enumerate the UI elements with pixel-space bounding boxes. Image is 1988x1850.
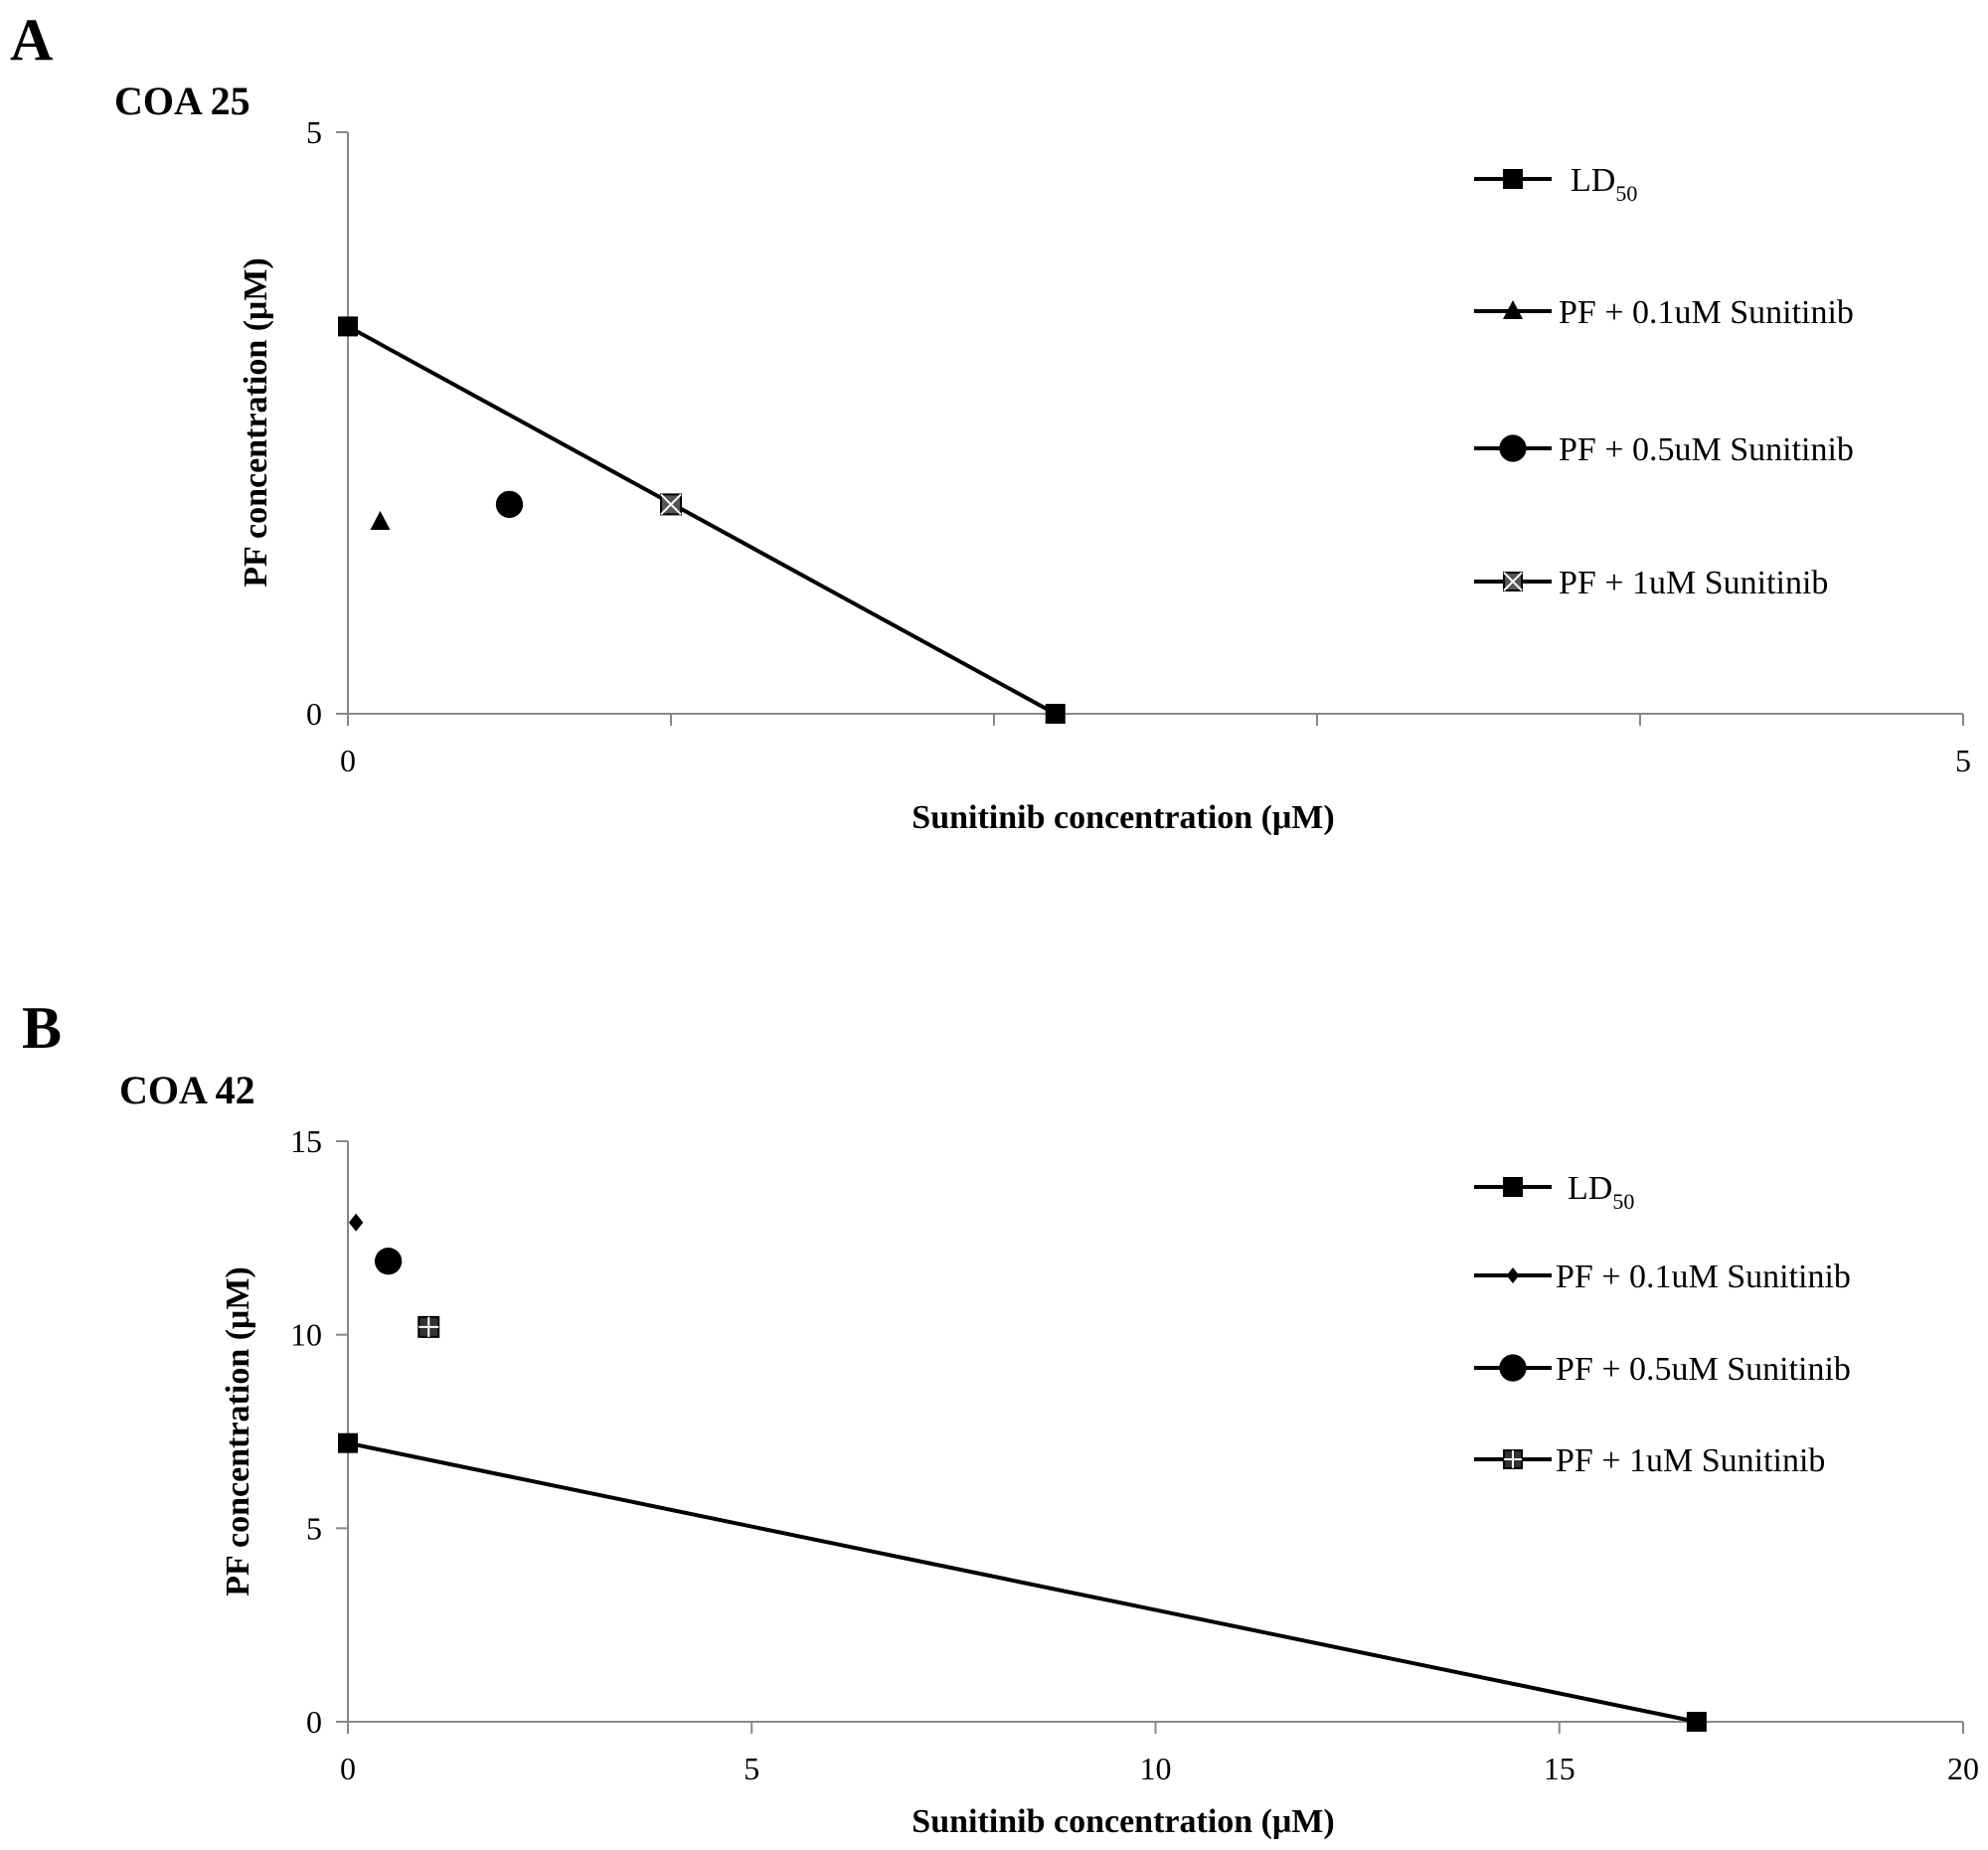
legend-marker: [1503, 169, 1523, 189]
data-point: [370, 510, 391, 530]
series-line: [347, 1440, 1698, 1724]
legend-label: PF + 1uM Sunitinib: [1559, 565, 1828, 601]
legend-label: PF + 0.1uM Sunitinib: [1559, 294, 1854, 331]
series-2: [495, 490, 524, 519]
series-line: [347, 324, 1057, 716]
data-point: [660, 493, 682, 516]
panel-b: B COA 42 0 5 10 15 20 0 5 10 15 Sunitinib concent…: [22, 995, 1979, 1840]
legend-marker: [1503, 300, 1523, 319]
data-point: [348, 1213, 364, 1232]
legend-entry-2: PF + 0.5uM Sunitinib: [1474, 1351, 1851, 1388]
series-3: [417, 1315, 440, 1338]
y-axis-label: PF concentration (μM): [220, 1266, 256, 1596]
legend-label: LD50: [1568, 1170, 1634, 1214]
legend-entry-1: PF + 0.1uM Sunitinib: [1474, 1259, 1851, 1295]
data-point: [338, 1432, 358, 1453]
y-tick-label: 0: [306, 696, 322, 732]
panel-letter-b: B: [22, 995, 62, 1061]
series-3: [660, 493, 682, 516]
y-tick-label: 5: [306, 114, 322, 150]
legend-subscript: 50: [1612, 1189, 1634, 1214]
x-tick-label: 0: [340, 1751, 356, 1786]
x-axis-label: Sunitinib concentration (μM): [911, 799, 1334, 836]
x-tick-label: 10: [1140, 1751, 1172, 1786]
series-1: [370, 510, 391, 530]
x-tick-label: 5: [1955, 743, 1971, 778]
series-0: [338, 316, 1066, 724]
marker-cross-b: [1503, 572, 1523, 591]
chart-title-b: COA 42: [119, 1068, 255, 1112]
x-axis-label: Sunitinib concentration (μM): [911, 1803, 1334, 1840]
data-point: [495, 490, 524, 519]
x-tick-label: 20: [1947, 1751, 1979, 1786]
data-point: [1686, 1712, 1707, 1732]
legend-marker: [1503, 1177, 1523, 1197]
legend-marker: [1506, 1267, 1520, 1283]
x-tick-label: 5: [744, 1751, 759, 1786]
x-tick-label: 0: [340, 743, 356, 778]
legend-marker: [1503, 1449, 1523, 1469]
y-tick-label: 5: [306, 1510, 322, 1546]
series-2: [374, 1248, 403, 1275]
legend-label: PF + 1uM Sunitinib: [1556, 1442, 1825, 1479]
legend-marker: [1499, 434, 1527, 462]
y-tick-label: 0: [306, 1704, 322, 1740]
data-point: [338, 316, 358, 337]
marker-cross-b: [660, 493, 682, 516]
legend-entry-0: LD50: [1474, 1170, 1634, 1214]
data-point: [417, 1315, 440, 1338]
y-tick-label: 10: [290, 1317, 322, 1353]
legend-marker: [1503, 572, 1523, 591]
x-tick-label: 15: [1544, 1751, 1575, 1786]
data-point: [374, 1248, 403, 1275]
legend-entry-3: PF + 1uM Sunitinib: [1474, 565, 1828, 601]
legend-entry-3: PF + 1uM Sunitinib: [1474, 1442, 1825, 1479]
legend-entry-2: PF + 0.5uM Sunitinib: [1474, 431, 1854, 468]
legend-label: LD50: [1571, 162, 1637, 206]
legend-subscript: 50: [1615, 181, 1637, 206]
y-tick-label: 15: [290, 1123, 322, 1159]
legend-label: PF + 0.5uM Sunitinib: [1556, 1351, 1851, 1388]
y-axis-label: PF concentration (μM): [238, 257, 274, 587]
chart-b: 0 5 10 15 20 0 5 10 15 Sunitinib concentration (μ…: [220, 1123, 1979, 1840]
legend-entry-1: PF + 0.1uM Sunitinib: [1474, 294, 1854, 331]
series-0: [338, 1432, 1707, 1732]
legend-marker: [1499, 1354, 1527, 1382]
panel-letter-a: A: [10, 7, 53, 73]
legend-label: PF + 0.5uM Sunitinib: [1559, 431, 1854, 468]
legend-entry-0: LD50: [1474, 162, 1637, 206]
chart-title-a: COA 25: [114, 79, 250, 123]
data-point: [1045, 704, 1066, 724]
series-1: [348, 1213, 364, 1232]
legend-label: PF + 0.1uM Sunitinib: [1556, 1259, 1851, 1295]
